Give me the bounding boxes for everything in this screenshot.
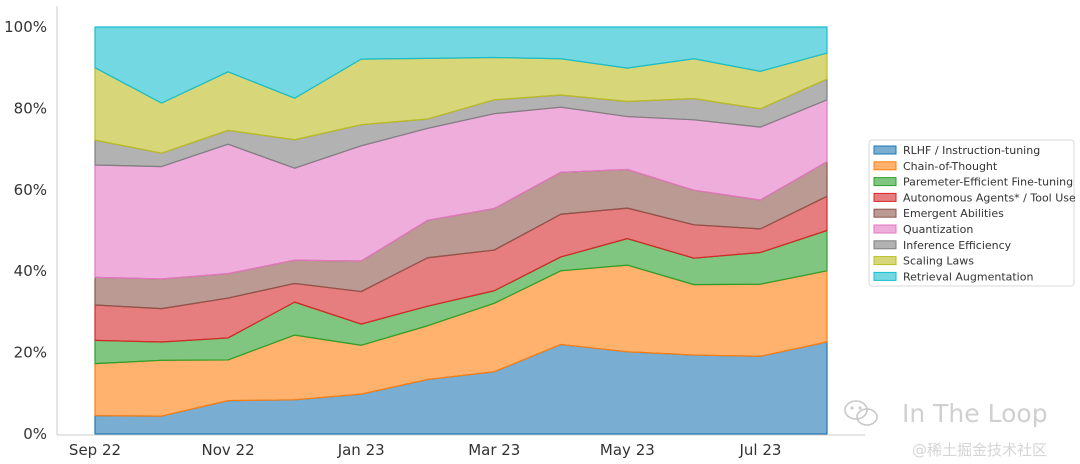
x-tick-label: Sep 22	[69, 441, 121, 459]
legend-label: Paremeter-Efficient Fine-tuning	[903, 176, 1073, 189]
watermark-brand: In The Loop	[902, 399, 1048, 428]
watermark-site: @稀土掘金技术社区	[912, 441, 1047, 459]
legend-label: Inference Efficiency	[903, 239, 1012, 252]
legend-swatch	[873, 192, 897, 202]
legend-box	[868, 139, 1075, 287]
area-series-group	[94, 26, 828, 435]
y-tick-label: 40%	[14, 262, 47, 280]
legend-label: Scaling Laws	[903, 255, 974, 268]
x-tick-label: Jul 23	[738, 441, 781, 459]
legend-label: Autonomous Agents* / Tool Use	[903, 191, 1076, 204]
y-tick-label: 0%	[23, 425, 47, 443]
legend-swatch	[873, 240, 897, 250]
y-tick-label: 100%	[4, 18, 47, 36]
legend-label: Quantization	[903, 223, 973, 236]
wechat-icon	[844, 400, 878, 426]
y-tick-label: 80%	[14, 99, 47, 117]
watermark: In The Loop @稀土掘金技术社区	[844, 399, 1048, 459]
area-series-9	[94, 26, 828, 104]
legend-label: RLHF / Instruction-tuning	[903, 144, 1040, 157]
y-tick-label: 20%	[14, 344, 47, 362]
legend-swatch	[873, 256, 897, 266]
legend-swatch	[873, 224, 897, 234]
legend-swatch	[873, 145, 897, 155]
legend-label: Emergent Abilities	[903, 207, 1004, 220]
legend-swatch	[873, 208, 897, 218]
legend: RLHF / Instruction-tuning Chain-of-Though…	[868, 139, 1076, 287]
legend-swatch	[873, 161, 897, 171]
axes-group: 0% 20% 40% 60% 80% 100% Sep 22 Nov 22 Jan 23 Mar …	[4, 6, 865, 459]
x-tick-label: Nov 22	[202, 441, 255, 459]
y-tick-label: 60%	[14, 181, 47, 199]
legend-swatch	[873, 271, 897, 281]
x-tick-label: Jan 23	[337, 441, 385, 459]
legend-swatch	[873, 177, 897, 187]
x-tick-label: Mar 23	[468, 441, 520, 459]
legend-label: Retrieval Augmentation	[903, 270, 1033, 283]
x-tick-label: May 23	[600, 441, 655, 459]
legend-label: Chain-of-Thought	[903, 160, 998, 173]
